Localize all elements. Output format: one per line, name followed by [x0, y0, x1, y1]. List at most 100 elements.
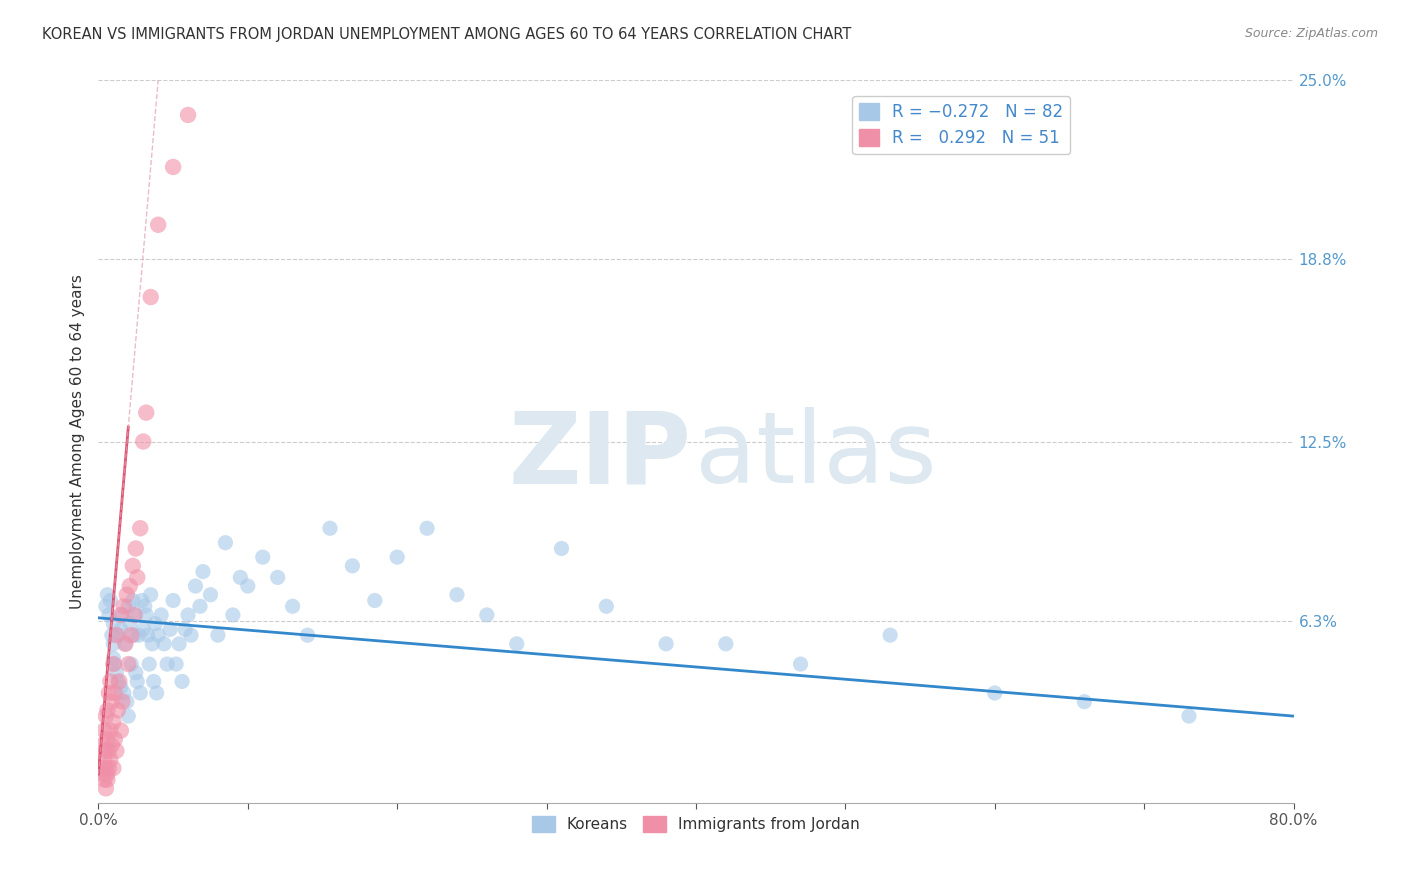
- Point: [103, 651, 125, 665]
- Point: [121, 558, 143, 573]
- Point: [108, 628, 131, 642]
- Point: [110, 723, 132, 738]
- Point: [103, 761, 125, 775]
- Point: [132, 623, 155, 637]
- Point: [124, 607, 146, 622]
- Point: [167, 637, 190, 651]
- Point: [107, 674, 129, 689]
- Text: ZIP: ZIP: [509, 408, 692, 505]
- Point: [94, 744, 117, 758]
- Point: [111, 695, 134, 709]
- Point: [129, 686, 152, 700]
- Point: [714, 637, 737, 651]
- Point: [96, 703, 118, 717]
- Point: [98, 723, 122, 738]
- Point: [128, 628, 150, 642]
- Point: [96, 772, 118, 787]
- Point: [97, 761, 120, 775]
- Point: [141, 637, 163, 651]
- Point: [222, 607, 245, 622]
- Point: [117, 657, 139, 671]
- Point: [159, 623, 181, 637]
- Text: KOREAN VS IMMIGRANTS FROM JORDAN UNEMPLOYMENT AMONG AGES 60 TO 64 YEARS CORRELAT: KOREAN VS IMMIGRANTS FROM JORDAN UNEMPLO…: [42, 27, 852, 42]
- Point: [984, 686, 1007, 700]
- Point: [114, 637, 136, 651]
- Point: [281, 599, 304, 614]
- Point: [120, 628, 142, 642]
- Point: [139, 588, 162, 602]
- Point: [138, 657, 160, 671]
- Point: [655, 637, 678, 651]
- Point: [101, 628, 124, 642]
- Point: [200, 588, 222, 602]
- Point: [110, 607, 132, 622]
- Point: [342, 558, 364, 573]
- Point: [153, 637, 176, 651]
- Point: [131, 593, 153, 607]
- Text: Source: ZipAtlas.com: Source: ZipAtlas.com: [1244, 27, 1378, 40]
- Point: [135, 406, 157, 420]
- Point: [97, 686, 120, 700]
- Point: [96, 588, 118, 602]
- Point: [103, 637, 125, 651]
- Point: [550, 541, 572, 556]
- Point: [879, 628, 901, 642]
- Point: [103, 714, 125, 729]
- Point: [174, 623, 197, 637]
- Point: [108, 674, 131, 689]
- Point: [117, 709, 139, 723]
- Point: [94, 599, 117, 614]
- Point: [319, 521, 342, 535]
- Point: [236, 579, 259, 593]
- Point: [103, 616, 125, 631]
- Point: [114, 637, 136, 651]
- Point: [172, 674, 194, 689]
- Text: atlas: atlas: [695, 408, 936, 505]
- Point: [129, 521, 152, 535]
- Point: [110, 680, 132, 694]
- Point: [135, 607, 157, 622]
- Point: [124, 628, 146, 642]
- Point: [139, 290, 162, 304]
- Point: [115, 588, 138, 602]
- Point: [134, 599, 156, 614]
- Point: [506, 637, 529, 651]
- Point: [184, 579, 207, 593]
- Point: [105, 744, 128, 758]
- Point: [91, 738, 114, 752]
- Point: [446, 588, 468, 602]
- Point: [191, 565, 214, 579]
- Point: [1073, 695, 1095, 709]
- Point: [162, 160, 184, 174]
- Point: [475, 607, 498, 622]
- Point: [127, 570, 149, 584]
- Point: [97, 607, 120, 622]
- Point: [125, 541, 148, 556]
- Point: [156, 657, 179, 671]
- Point: [148, 218, 170, 232]
- Point: [110, 623, 132, 637]
- Point: [93, 723, 115, 738]
- Point: [96, 767, 118, 781]
- Legend: Koreans, Immigrants from Jordan: Koreans, Immigrants from Jordan: [526, 810, 866, 838]
- Point: [98, 752, 122, 766]
- Point: [117, 599, 139, 614]
- Point: [94, 709, 117, 723]
- Point: [112, 686, 135, 700]
- Point: [416, 521, 439, 535]
- Point: [96, 732, 118, 747]
- Point: [94, 781, 117, 796]
- Point: [104, 732, 127, 747]
- Point: [125, 665, 148, 680]
- Point: [595, 599, 617, 614]
- Point: [101, 695, 124, 709]
- Point: [177, 108, 200, 122]
- Point: [364, 593, 387, 607]
- Point: [162, 593, 184, 607]
- Point: [112, 599, 135, 614]
- Point: [267, 570, 290, 584]
- Point: [165, 657, 187, 671]
- Point: [214, 535, 236, 549]
- Point: [93, 772, 115, 787]
- Point: [252, 550, 274, 565]
